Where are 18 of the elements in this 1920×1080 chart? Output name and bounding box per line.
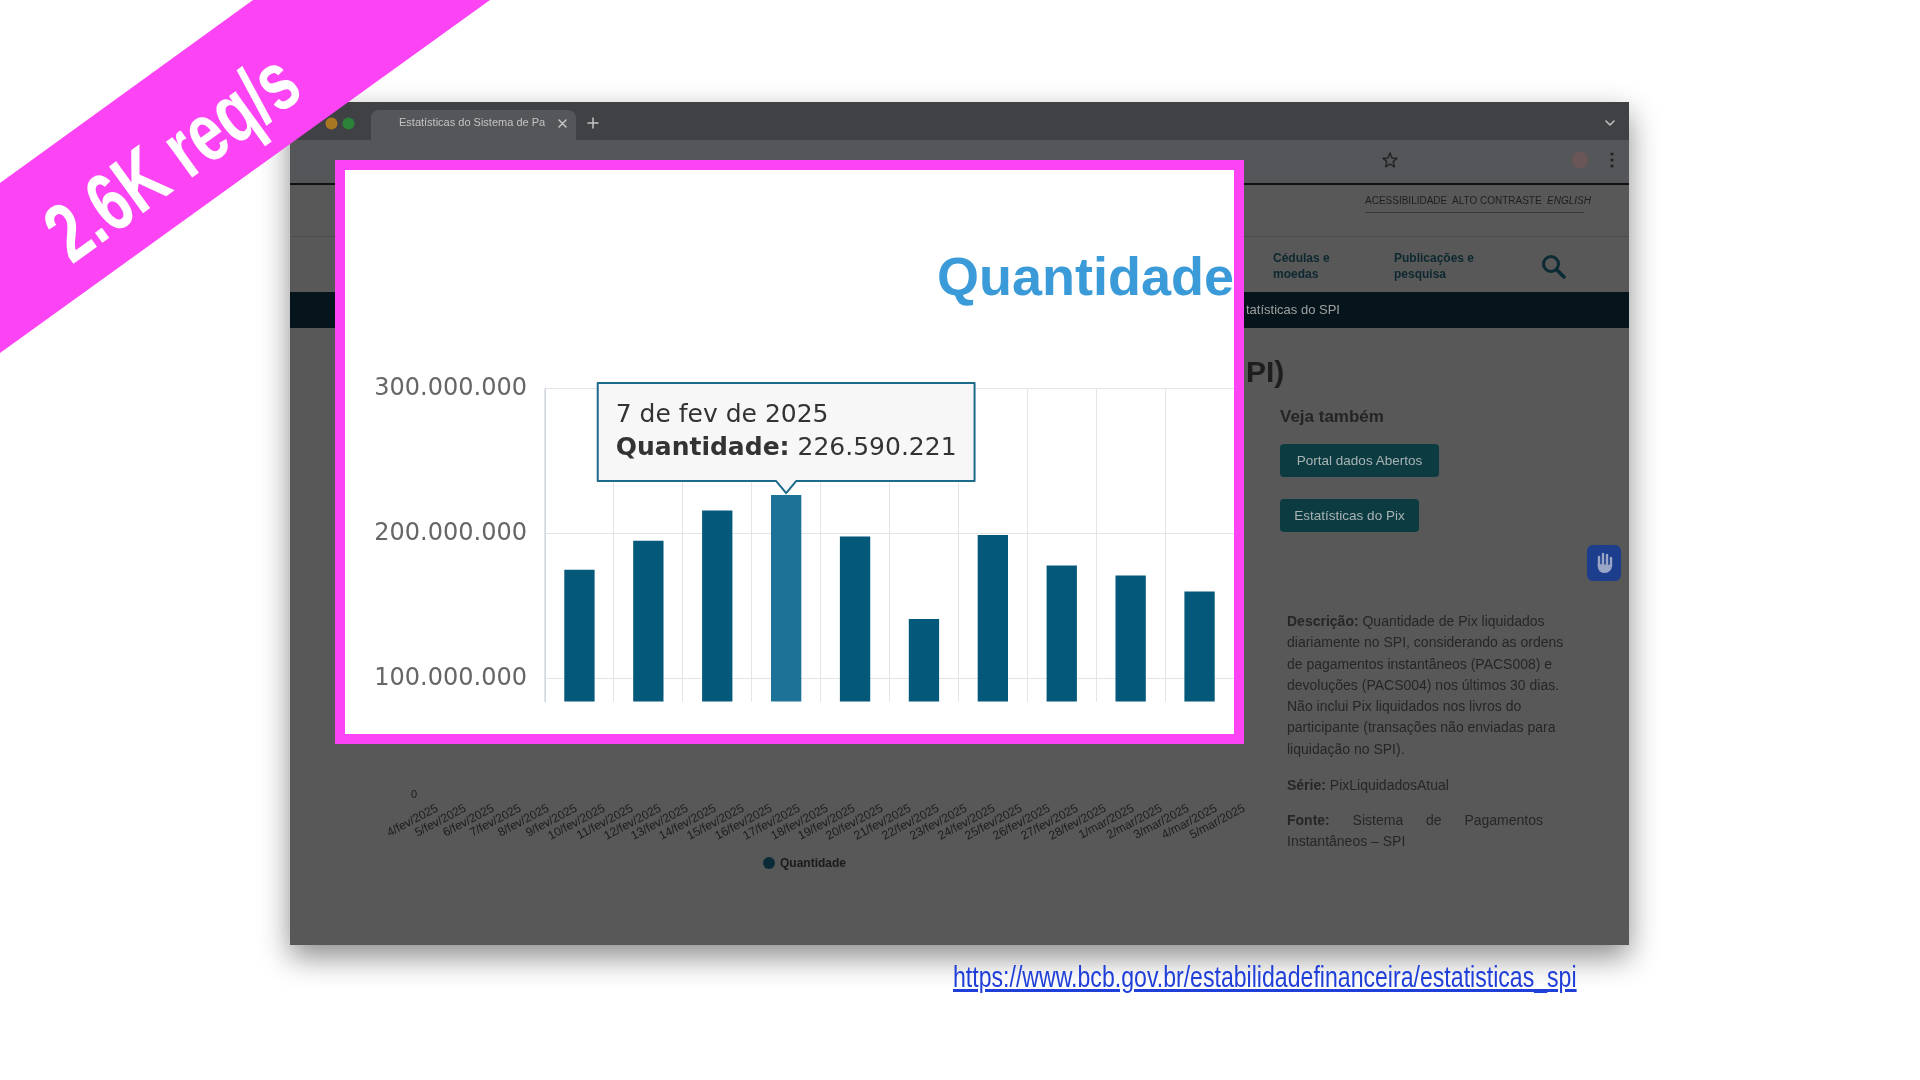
y-tick-label: 300.000.000 (374, 373, 527, 402)
text: 2.6K req/s (26, 32, 318, 282)
text: ALTO CONTRASTE (1452, 195, 1542, 206)
text: Cédulas e moedas (1273, 250, 1331, 282)
text: ENGLISH (1547, 195, 1591, 206)
y-tick-label: 100.000.000 (374, 662, 527, 691)
text: https://www.bcb.gov.br/estabilidadefinanceira/estatisticas_spi (953, 960, 1577, 994)
text: Quantidade (780, 856, 847, 870)
annotation: 7 de fev de 2025 Quantidade: 226.590.221 (615, 399, 957, 462)
text: PI) (1246, 355, 1285, 389)
text: tatísticas do SPI (1246, 302, 1340, 317)
text: Estatísticas do Sistema de Pa (399, 116, 546, 128)
button: Estatísticas do Pix (1280, 499, 1419, 532)
text: ACESSIBILIDADE (1365, 195, 1448, 206)
text: Publicações e pesquisa (1394, 250, 1476, 282)
y-tick-label: 200.000.000 (374, 517, 527, 546)
chart-title: Quantidade (936, 246, 1234, 307)
button: Portal dados Abertos (1280, 444, 1439, 477)
